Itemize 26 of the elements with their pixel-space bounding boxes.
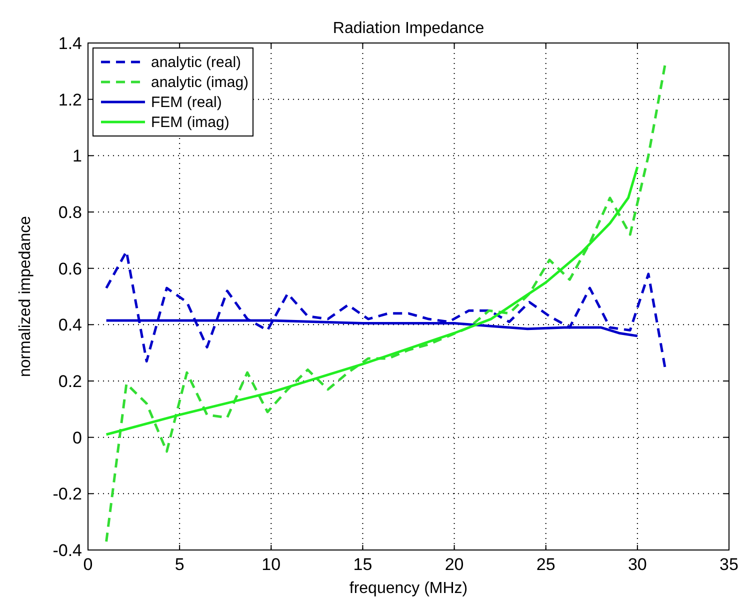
legend-label: analytic (imag) [151,74,249,91]
y-tick-label: 0.8 [58,203,82,222]
y-axis-title: normalized impedance [17,216,34,377]
x-tick-label: 25 [536,555,556,574]
y-tick-label: -0.2 [52,484,82,504]
x-tick-label: 35 [720,555,738,574]
x-tick-label: 5 [174,555,184,574]
x-tick-label: 15 [353,555,372,574]
y-tick-label: 1.4 [58,34,82,53]
chart-title: Radiation Impedance [332,20,484,37]
y-tick-label: 0.6 [58,259,82,278]
y-tick-label: 1 [72,146,82,166]
x-tick-label: 10 [262,555,281,574]
line-series [105,250,666,368]
y-tick-label: 0.2 [58,372,82,391]
x-axis-title: frequency (MHz) [349,580,468,597]
y-tick-label: 0 [72,428,82,448]
y-tick-label: 0.4 [58,316,82,335]
legend-label: FEM (real) [151,94,222,111]
legend-label: analytic (real) [151,54,242,71]
legend-label: FEM (imag) [151,114,230,131]
y-tick-label: 1.2 [58,90,82,110]
y-tick-label: -0.4 [52,541,82,560]
x-tick-label: 30 [628,555,647,574]
line-series [105,166,639,436]
x-tick-label: 20 [444,555,464,574]
